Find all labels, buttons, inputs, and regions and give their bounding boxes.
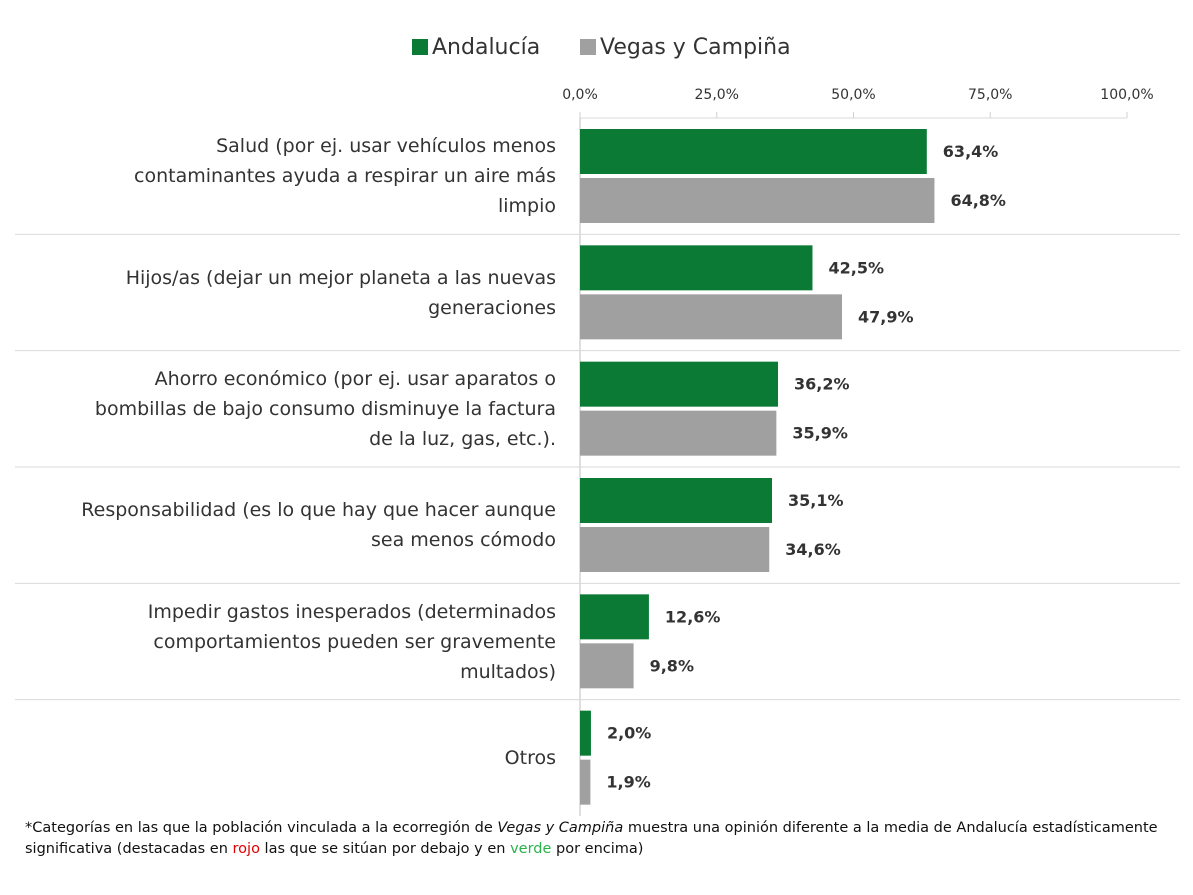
data-label: 35,1% — [788, 491, 844, 510]
data-label: 63,4% — [943, 142, 999, 161]
data-label: 34,6% — [785, 540, 841, 559]
bar — [580, 527, 770, 572]
data-label: 35,9% — [792, 424, 848, 443]
bar — [580, 478, 772, 523]
bar — [580, 361, 779, 407]
footnote: *Categorías en las que la población vinc… — [25, 818, 1185, 860]
data-label: 12,6% — [665, 607, 721, 626]
category-label: Salud (por ej. usar vehículos menos cont… — [134, 135, 556, 218]
bar — [580, 643, 634, 689]
legend-swatch — [580, 39, 596, 55]
legend-label: Andalucía — [432, 35, 540, 60]
category-label: Otros — [504, 746, 556, 769]
data-label: 1,9% — [606, 773, 650, 792]
footnote-part: por encima) — [551, 841, 644, 857]
footnote-part: rojo — [232, 841, 260, 857]
footnote-part: las que se sitúan por debajo y en — [259, 841, 511, 857]
bar — [580, 759, 591, 805]
x-tick-label: 50,0% — [831, 87, 875, 103]
data-label: 42,5% — [828, 258, 884, 277]
x-tick-label: 75,0% — [968, 87, 1012, 103]
x-tick-label: 100,0% — [1100, 87, 1153, 103]
bar — [580, 594, 649, 640]
footnote-part: muestra una opinión diferente a la media… — [25, 820, 1158, 857]
bar — [580, 294, 843, 340]
legend-label: Vegas y Campiña — [600, 35, 791, 60]
x-tick-label: 25,0% — [695, 87, 739, 103]
category-label: Hijos/as (dejar un mejor planeta a las n… — [125, 266, 556, 319]
data-label: 9,8% — [650, 656, 694, 675]
bar — [580, 710, 591, 756]
data-label: 47,9% — [858, 307, 914, 326]
data-label: 36,2% — [794, 375, 850, 394]
x-tick-label: 0,0% — [562, 87, 598, 103]
legend-swatch — [412, 39, 428, 55]
footnote-part: *Categorías en las que la población vinc… — [25, 820, 498, 836]
bar — [580, 245, 813, 291]
bar — [580, 129, 927, 174]
footnote-part: Vegas y Campiña — [497, 820, 624, 836]
data-label: 64,8% — [950, 191, 1006, 210]
bar — [580, 178, 935, 223]
category-label: Responsabilidad (es lo que hay que hacer… — [81, 499, 556, 552]
category-label: Impedir gastos inesperados (determinados… — [147, 600, 556, 683]
data-label: 2,0% — [607, 724, 651, 743]
category-label: Ahorro económico (por ej. usar aparatos … — [94, 367, 556, 450]
footnote-part: verde — [510, 841, 552, 857]
bar — [580, 410, 777, 456]
